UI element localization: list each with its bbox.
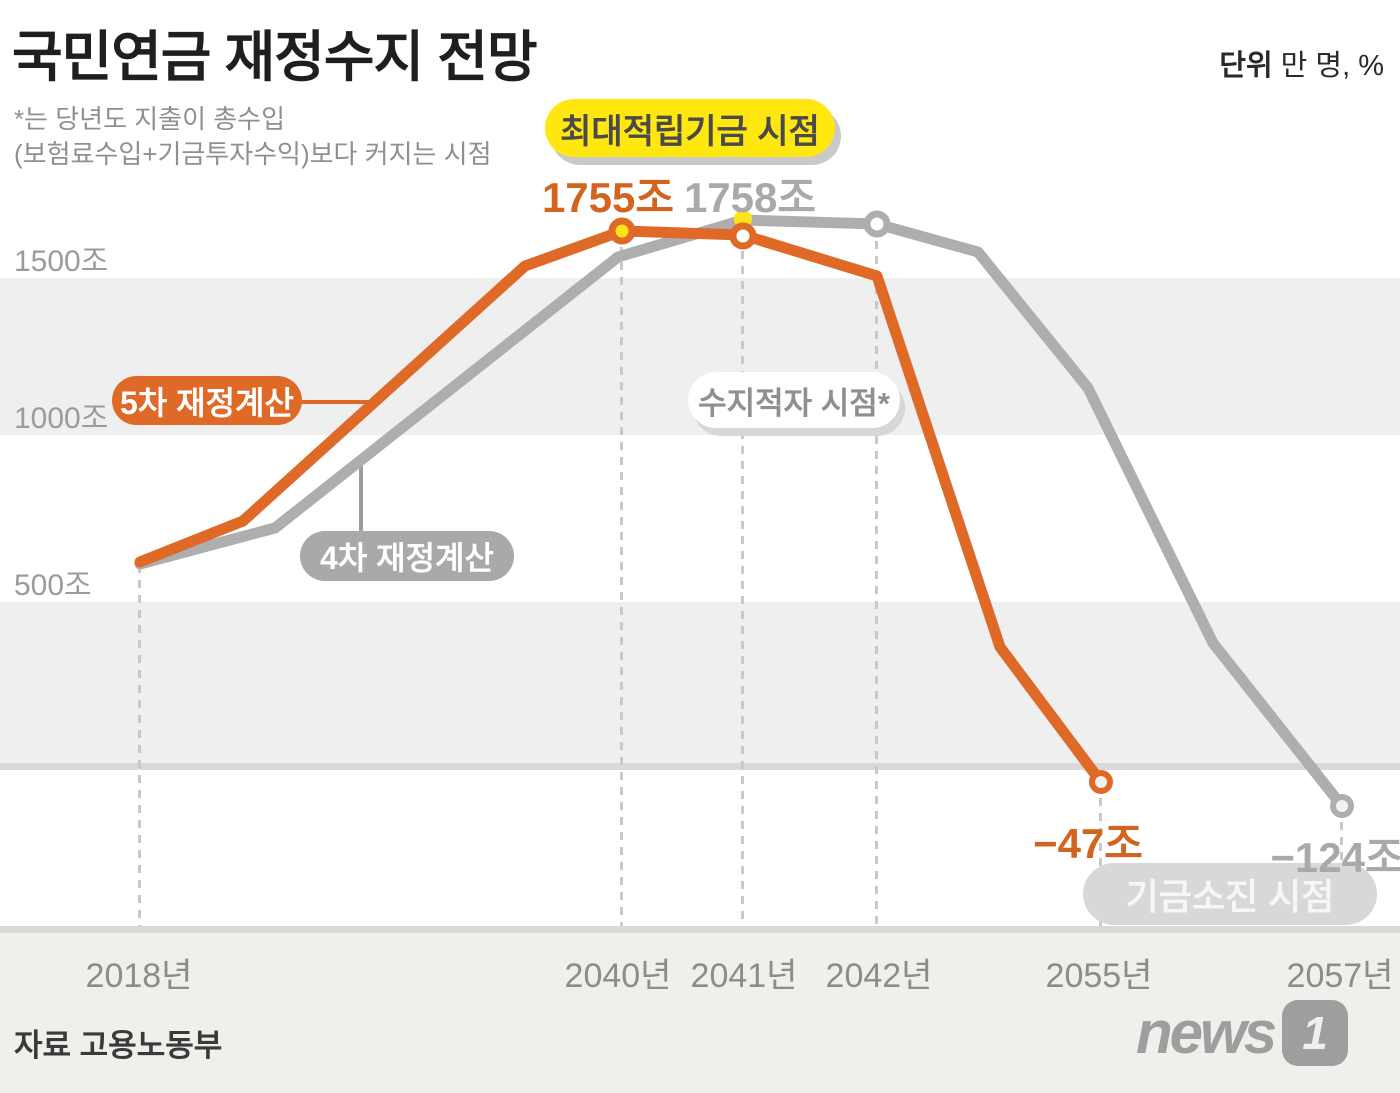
max-fund-badge: 최대적립기금 시점 bbox=[545, 99, 835, 157]
y-axis-label: 500조 bbox=[14, 569, 92, 602]
series5-max-value: 1755조 bbox=[541, 174, 675, 221]
dashed-gridline bbox=[138, 565, 141, 926]
y-axis-label: 1000조 bbox=[14, 402, 109, 435]
x-axis-label: 2040년 bbox=[564, 957, 672, 995]
y-axis-label: 1500조 bbox=[14, 245, 109, 278]
series4-legend-badge: 4차 재정계산 bbox=[300, 531, 514, 581]
deficit-point-badge: 수지적자 시점* bbox=[688, 372, 900, 428]
x-axis-label: 2018년 bbox=[85, 957, 193, 995]
dashed-gridline bbox=[1099, 783, 1102, 926]
source-credit: 자료 고용노동부 bbox=[14, 1028, 223, 1063]
unit-note: 단위 만 명, % bbox=[1219, 42, 1384, 84]
news1-logo-text: news bbox=[1136, 999, 1277, 1066]
x-axis-label: 2057년 bbox=[1286, 957, 1394, 995]
minus500-axis-line bbox=[0, 926, 1400, 933]
background-stripe bbox=[0, 602, 1400, 763]
series4-end-value: −124조 bbox=[1270, 834, 1400, 881]
footnote: *는 당년도 지출이 총수입 (보험료수입+기금투자수익)보다 커지는 시점 bbox=[14, 102, 492, 172]
dashed-gridline bbox=[620, 232, 623, 926]
unit-value: 만 명, % bbox=[1280, 50, 1384, 82]
x-axis-label: 2055년 bbox=[1045, 957, 1153, 995]
unit-label: 단위 bbox=[1219, 50, 1273, 82]
series5-end-value: −47조 bbox=[1033, 820, 1143, 867]
footer-band bbox=[0, 933, 1400, 1093]
dashed-gridline bbox=[741, 236, 744, 926]
series5-legend-badge: 5차 재정계산 bbox=[112, 376, 302, 425]
series4-max-value: 1758조 bbox=[683, 174, 817, 221]
zero-axis-line bbox=[0, 763, 1400, 770]
page-title: 국민연금 재정수지 전망 bbox=[12, 26, 538, 88]
footnote-line1: *는 당년도 지출이 총수입 bbox=[14, 104, 285, 134]
fund-depletion-badge: 기금소진 시점 bbox=[1083, 863, 1377, 925]
series4-badge-connector bbox=[359, 462, 363, 532]
dashed-gridline bbox=[875, 226, 878, 926]
news1-logo-digit: 1 bbox=[1302, 1006, 1328, 1059]
news1-logo-box: 1 bbox=[1282, 999, 1349, 1066]
series5-badge-connector bbox=[298, 400, 368, 404]
news1-logo: news 1 bbox=[1136, 998, 1349, 1067]
footnote-line2: (보험료수입+기금투자수익)보다 커지는 시점 bbox=[14, 139, 492, 170]
x-axis-label: 2042년 bbox=[825, 957, 933, 995]
x-axis-label: 2041년 bbox=[690, 957, 798, 995]
